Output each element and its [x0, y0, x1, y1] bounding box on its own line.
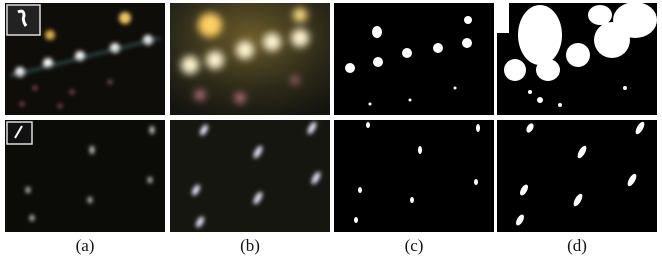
panel-label: (d) — [567, 236, 587, 255]
panel-label: (a) — [76, 236, 95, 255]
panel-b-top — [170, 3, 330, 115]
panel-c-top — [334, 3, 494, 115]
panel-c-bottom — [334, 120, 494, 232]
panel-label: (c) — [405, 236, 424, 255]
panel-a-top — [5, 3, 165, 115]
panel-label: (b) — [240, 236, 260, 255]
panel-a-bottom — [5, 120, 165, 232]
panel-d-top — [497, 2, 657, 115]
figure: (a) (b) (c) (d) — [0, 0, 662, 261]
panel-b-bottom — [170, 120, 330, 232]
panel-d-bottom — [497, 120, 657, 232]
